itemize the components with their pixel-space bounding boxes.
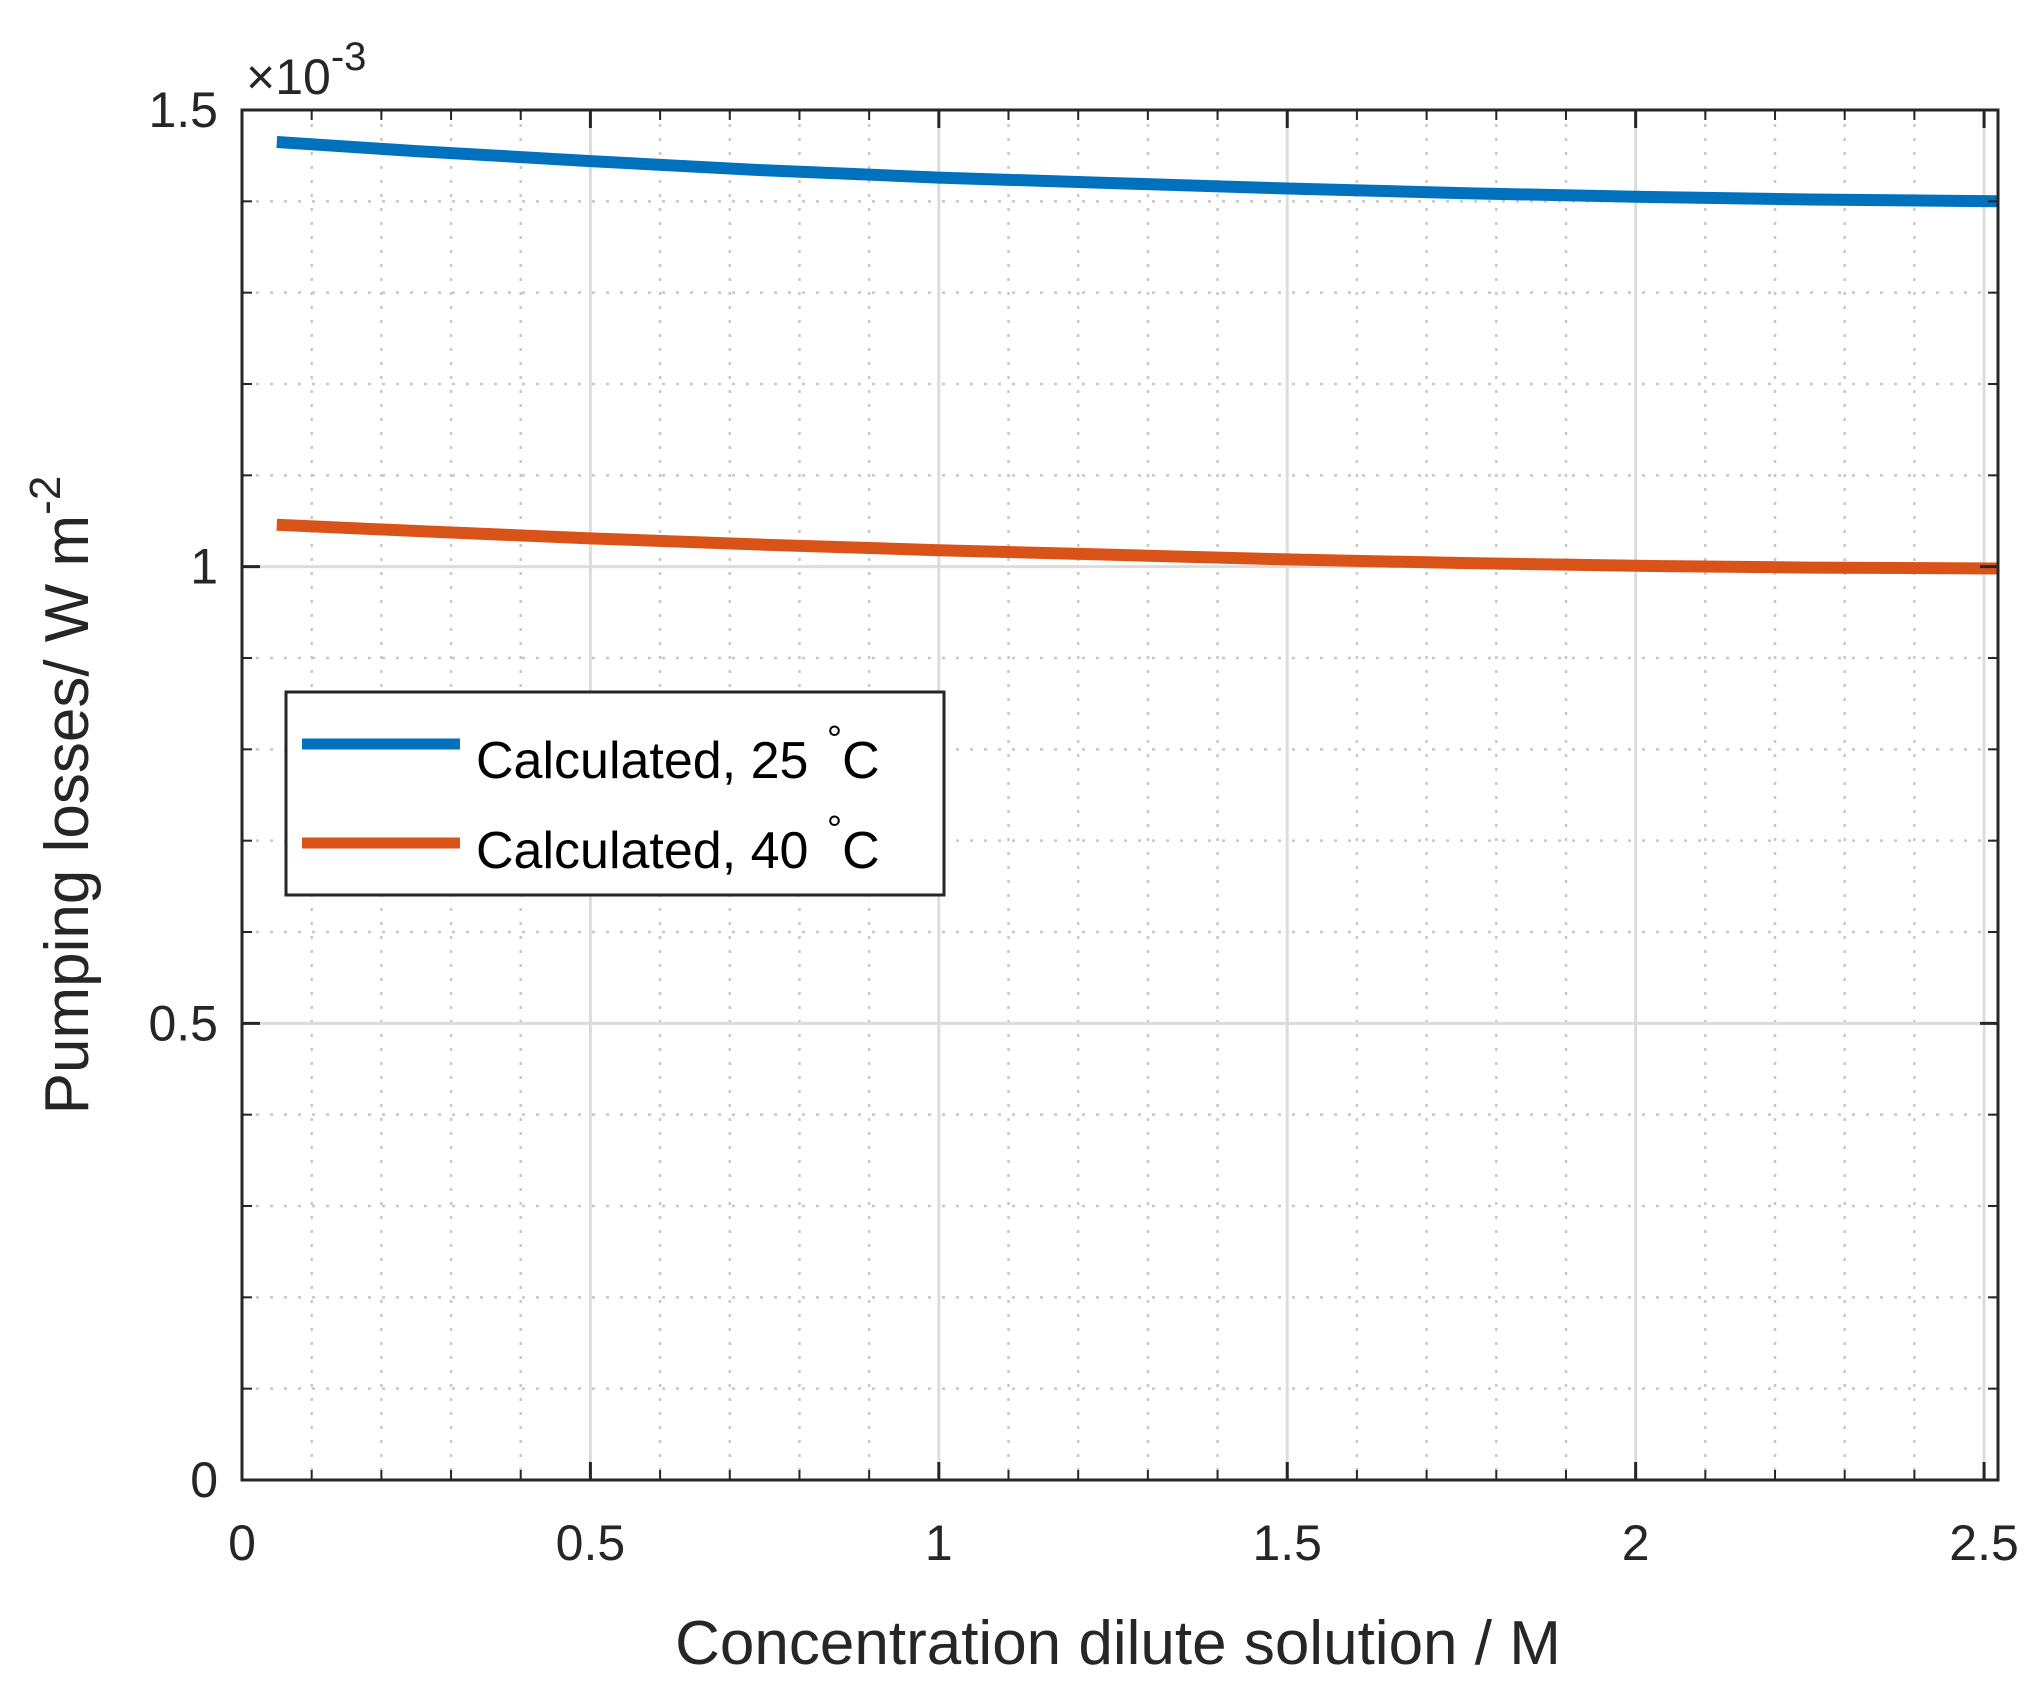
legend-label-25-name: Calculated, 25 xyxy=(476,732,808,790)
legend-label-40-name: Calculated, 40 xyxy=(476,822,808,880)
x-tick-label: 1.5 xyxy=(1252,1515,1322,1571)
y-axis-label-superscript: -2 xyxy=(21,476,70,515)
y-exponent: ×10-3 xyxy=(246,35,366,105)
y-tick-label: 0.5 xyxy=(148,995,218,1051)
y-exponent-prefix: ×10 xyxy=(246,49,331,105)
y-exponent-power: -3 xyxy=(331,35,367,79)
legend-box xyxy=(284,690,946,897)
legend-label-40: Calculated, 40 °C xyxy=(476,809,880,880)
x-tick-label: 0 xyxy=(228,1515,256,1571)
y-tick-label: 0 xyxy=(190,1452,218,1508)
x-tick-label: 1 xyxy=(925,1515,953,1571)
x-tick-label: 0.5 xyxy=(556,1515,626,1571)
x-axis-label: Concentration dilute solution / M xyxy=(675,1609,1561,1678)
legend: Calculated, 25 °C Calculated, 40 °C xyxy=(284,690,946,897)
svg-text:×10-3: ×10-3 xyxy=(246,35,366,105)
series-layer xyxy=(276,136,1999,575)
x-tick-label: 2.5 xyxy=(1949,1515,2019,1571)
legend-label-25: Calculated, 25 °C xyxy=(476,719,880,790)
plot-frame xyxy=(240,108,2000,1482)
legend-label-25-unit: C xyxy=(842,732,880,790)
legend-label-25-degree: ° xyxy=(827,719,842,761)
y-axis-label: Pumping losses/ W m-2 xyxy=(21,476,102,1115)
legend-label-40-unit: C xyxy=(842,822,880,880)
series-line-0 xyxy=(276,136,1999,208)
y-tick-labels: 0 0.5 1 1.5 xyxy=(148,82,218,1508)
series-line-1 xyxy=(276,518,1999,575)
y-tick-label: 1.5 xyxy=(148,82,218,138)
y-axis-label-text: Pumping losses/ W m xyxy=(33,515,102,1115)
x-tick-labels: 0 0.5 1 1.5 2 2.5 xyxy=(228,1515,2019,1571)
x-tick-label: 2 xyxy=(1622,1515,1650,1571)
legend-label-40-degree: ° xyxy=(827,809,842,851)
axis-ticks xyxy=(240,108,1998,1482)
y-tick-label: 1 xyxy=(190,539,218,595)
